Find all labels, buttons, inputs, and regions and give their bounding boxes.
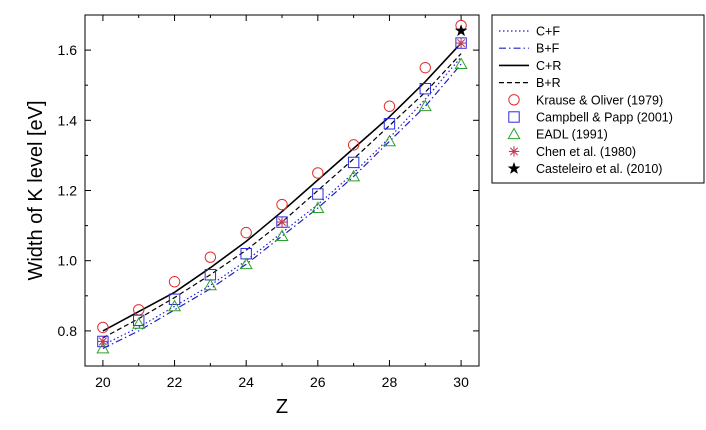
series-b-f [102, 63, 462, 349]
legend-item: Krause & Oliver (1979) [508, 93, 663, 107]
legend-label: Chen et al. (1980) [536, 145, 636, 159]
series-krause-oliver-1979- [97, 19, 467, 334]
legend-item: Campbell & Papp (2001) [508, 111, 673, 125]
data-point [419, 61, 431, 74]
data-point [239, 257, 253, 270]
x-axis-label: Z [276, 396, 288, 418]
legend-item: EADL (1991) [507, 127, 608, 142]
data-point [455, 37, 467, 49]
legend-label: Campbell & Papp (2001) [536, 111, 673, 125]
data-point [167, 299, 182, 312]
series-line [102, 42, 462, 332]
legend-label: C+R [536, 59, 561, 73]
y-tick-label: 1.4 [58, 112, 78, 128]
legend-label: Krause & Oliver (1979) [536, 93, 663, 107]
data-point [347, 156, 360, 169]
y-tick-label: 1.2 [58, 183, 78, 199]
data-point [203, 278, 217, 291]
legend-label: Casteleiro et al. (2010) [536, 162, 662, 176]
legend-marker [507, 161, 521, 175]
data-point [347, 169, 361, 182]
y-tick-label: 1.0 [58, 253, 78, 269]
legend-item: Casteleiro et al. (2010) [507, 161, 662, 176]
data-point [312, 167, 324, 179]
data-point [97, 336, 109, 347]
data-point [96, 341, 110, 354]
data-point [312, 188, 324, 200]
legend-marker [508, 94, 520, 106]
x-tick-label: 30 [453, 374, 469, 390]
data-point [204, 251, 217, 263]
data-point [419, 83, 431, 95]
legend: C+F B+F C+R B+R Krause & Oliver (1979) Campbe… [491, 14, 705, 184]
legend-label: C+F [536, 25, 560, 39]
data-point [240, 226, 252, 239]
series-casteleiro-et-al-2010- [454, 24, 468, 37]
series-layer [96, 19, 468, 354]
legend-marker [508, 111, 520, 123]
data-point [97, 321, 109, 334]
data-point [382, 134, 397, 147]
data-point [276, 216, 288, 228]
legend-marker [507, 127, 521, 140]
x-tick-label: 24 [238, 374, 254, 390]
x-tick-label: 20 [95, 374, 111, 390]
data-point [383, 100, 396, 112]
legend-item: C+R [499, 59, 561, 73]
y-tick-label: 0.8 [58, 323, 78, 339]
series-c-r [102, 42, 462, 332]
x-tick-label: 26 [310, 374, 326, 390]
legend-box [491, 14, 705, 184]
data-point [276, 198, 288, 211]
legend-marker [508, 146, 520, 157]
y-tick-label: 1.6 [58, 42, 78, 58]
legend-item: C+F [499, 25, 560, 39]
legend-label: B+R [536, 76, 561, 90]
data-point [418, 99, 432, 112]
data-point [133, 314, 145, 327]
legend-label: EADL (1991) [536, 128, 608, 142]
axis-ticks: 20 22 24 26 28 30 0.8 1.0 1.2 1.4 1.6 [58, 14, 479, 390]
series-c-f [102, 56, 462, 346]
data-point [383, 118, 396, 130]
series-eadl-1991- [96, 57, 468, 354]
data-point [454, 57, 468, 70]
legend-label: B+F [536, 42, 560, 56]
x-tick-label: 28 [382, 374, 398, 390]
series-line [102, 63, 462, 349]
data-point [454, 24, 468, 37]
data-point [347, 139, 360, 151]
series-line [102, 53, 462, 339]
x-tick-label: 22 [167, 374, 183, 390]
data-point [168, 276, 181, 288]
y-axis-label: Width of K level [eV] [25, 100, 47, 280]
series-campbell-papp-2001- [97, 37, 467, 348]
data-point [168, 293, 181, 306]
series-b-r [102, 53, 462, 339]
data-point [275, 229, 289, 242]
data-point [132, 317, 146, 329]
series-chen-et-al-1980- [97, 37, 467, 347]
data-point [311, 201, 325, 213]
series-line [102, 56, 462, 346]
legend-item: B+F [499, 42, 560, 56]
legend-item: B+R [499, 76, 561, 90]
legend-item: Chen et al. (1980) [508, 145, 636, 159]
